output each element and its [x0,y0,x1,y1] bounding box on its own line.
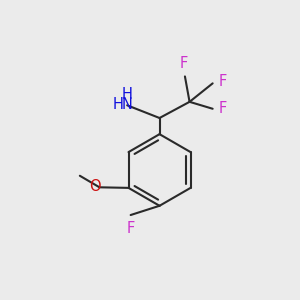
Text: H: H [122,87,133,102]
Text: N: N [122,97,133,112]
Text: F: F [180,56,188,70]
Text: O: O [89,179,100,194]
Text: H: H [113,97,124,112]
Text: F: F [219,101,227,116]
Text: F: F [127,221,135,236]
Text: F: F [219,74,227,89]
